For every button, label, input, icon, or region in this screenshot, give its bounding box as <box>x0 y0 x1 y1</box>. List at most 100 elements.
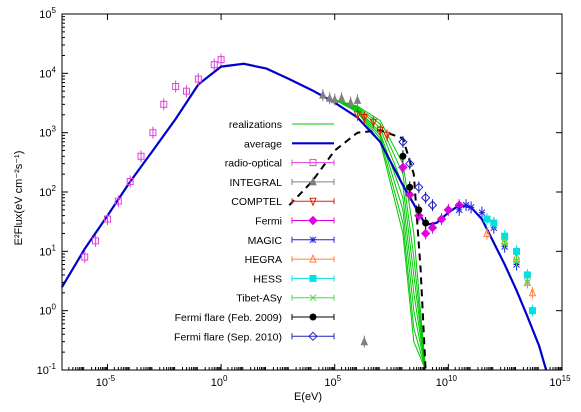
magic-point <box>462 201 470 209</box>
legend-label: MAGIC <box>248 235 283 247</box>
y-tick-label: 10-1 <box>37 362 57 377</box>
hegra-point <box>483 228 491 237</box>
legend-marker <box>309 294 317 302</box>
hess-point <box>513 247 521 255</box>
x-tick-label: 1015 <box>549 374 571 389</box>
legend-label: Fermi flare (Sep. 2010) <box>174 331 282 343</box>
y-tick-label: 104 <box>39 65 56 80</box>
y-axis-label: E²Flux(eV cm⁻²s⁻¹) <box>13 151 25 246</box>
radio-optical-point <box>172 82 180 90</box>
legend-label: realizations <box>229 119 282 131</box>
y-tick-label: 103 <box>39 125 56 140</box>
integral-point <box>337 92 346 102</box>
radio-optical-point <box>194 75 202 83</box>
radio-optical-point <box>126 178 134 186</box>
legend-marker <box>309 274 317 282</box>
legend-marker <box>308 215 318 226</box>
legend-marker <box>309 176 317 186</box>
legend-label: average <box>244 138 282 150</box>
legend-item-comptel: COMPTEL <box>231 196 335 208</box>
fermi-point <box>443 205 454 215</box>
x-axis-label: E(eV) <box>294 391 322 403</box>
integral-point <box>346 97 355 107</box>
magic-point <box>455 206 463 214</box>
fermi-point <box>420 228 431 239</box>
fermi-flare-sep-2010-point <box>398 137 408 147</box>
legend-marker <box>309 253 317 263</box>
x-tick-label: 10-5 <box>96 374 116 389</box>
y-tick-label: 100 <box>39 303 56 318</box>
x-tick-label: 100 <box>211 374 228 389</box>
legend-item-average: average <box>244 138 334 150</box>
integral-point <box>330 94 339 104</box>
axes-layer: 10-5 100 105 1010 1015 10-1 100 101 102 103 104 105 <box>37 6 571 389</box>
comptel-point <box>383 131 391 141</box>
tibet-as-point <box>501 239 509 247</box>
fermi-point <box>405 190 415 200</box>
fermi-point <box>436 214 447 224</box>
fermi-flare-sep-2010-point <box>420 193 431 203</box>
hegra-point <box>528 287 537 297</box>
fermi-flare-feb-2009-point <box>399 152 407 160</box>
radio-optical-point <box>137 152 145 160</box>
radio-optical-point <box>160 100 168 108</box>
radio-optical-point <box>217 56 225 64</box>
fermi-flare-sep-2010-point <box>405 158 415 169</box>
legend-marker <box>308 331 318 342</box>
realization-curve-5 <box>334 99 427 371</box>
realization-curve-3 <box>334 99 427 371</box>
y-tick-label: 102 <box>39 184 56 199</box>
comptel-point <box>360 114 369 123</box>
legend-item-radio-optical: radio-optical <box>225 158 335 170</box>
radio-optical-point <box>114 197 122 205</box>
legend-label: HESS <box>253 273 282 285</box>
legend-label: HEGRA <box>245 254 282 266</box>
fermi-flare-feb-2009-point <box>422 219 430 227</box>
hess-point <box>483 215 491 223</box>
x-tick-label: 1010 <box>436 374 458 389</box>
hess-point <box>490 219 498 227</box>
legend-item-fermi-flare-sep-2010: Fermi flare (Sep. 2010) <box>174 331 335 343</box>
points-layer <box>81 53 537 348</box>
radio-optical-point <box>92 237 100 245</box>
radio-optical-point <box>103 215 111 223</box>
legend-item-fermi: Fermi <box>255 215 335 228</box>
legend-item-hess: HESS <box>253 273 335 285</box>
legend-label: radio-optical <box>225 158 282 170</box>
legend-label: Fermi <box>255 216 282 228</box>
legend-item-fermi-flare-feb-2009: Fermi flare (Feb. 2009) <box>175 312 335 324</box>
legend-marker <box>309 313 317 321</box>
legend-item-integral: INTEGRAL <box>229 176 335 189</box>
realization-curve-7 <box>334 99 427 371</box>
integral-point <box>319 89 327 99</box>
fermi-point <box>398 162 408 173</box>
legend-layer: realizations average radio-optical INTEGRAL… <box>174 119 335 343</box>
x-tick-label: 105 <box>324 374 341 389</box>
comptel-point <box>376 126 384 136</box>
legend-item-magic: MAGIC <box>248 235 335 247</box>
radio-optical-point <box>210 61 218 69</box>
legend-marker <box>309 197 317 207</box>
legend-marker <box>309 236 317 244</box>
legend-item-realizations: realizations <box>229 119 334 131</box>
legend-label: Tibet-ASγ <box>236 293 282 305</box>
average-curve <box>61 62 548 371</box>
hess-point <box>528 307 536 315</box>
comptel-point <box>353 111 362 121</box>
tibet-as-point <box>513 257 520 264</box>
fermi-flare-feb-2009-point <box>406 183 414 191</box>
comptel-point <box>369 118 378 128</box>
fermi-flare-feb-2009-point <box>415 206 423 214</box>
y-tick-label: 101 <box>39 243 56 258</box>
y-tick-label: 105 <box>39 6 56 21</box>
legend-item-tibet-as: Tibet-ASγ <box>236 293 335 305</box>
legend-label: Fermi flare (Feb. 2009) <box>175 312 282 324</box>
fermi-flare-sep-2010-point <box>427 200 438 210</box>
curves-layer <box>61 62 548 371</box>
legend-label: INTEGRAL <box>229 177 282 189</box>
integral-point <box>360 336 369 346</box>
magic-point <box>478 209 486 216</box>
magic-point <box>467 204 475 211</box>
fermi-point <box>427 223 438 233</box>
